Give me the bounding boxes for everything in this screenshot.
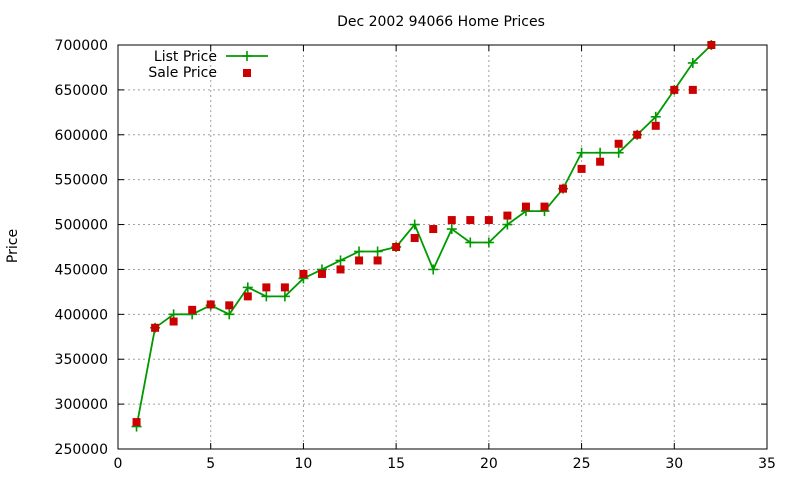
plot-frame: [117, 44, 768, 450]
data-point: [595, 147, 606, 158]
data-point: [428, 264, 439, 275]
data-point: [373, 256, 382, 265]
y-tick-label: 700000: [55, 38, 108, 54]
x-tick-label: 0: [114, 456, 123, 472]
data-point: [429, 225, 438, 234]
x-tick-label: 35: [758, 456, 776, 472]
data-point: [651, 121, 660, 130]
x-tick-label: 30: [665, 456, 683, 472]
data-point: [354, 246, 365, 257]
data-point: [355, 256, 364, 265]
data-point: [687, 57, 698, 68]
series-list-price: [131, 40, 717, 432]
data-point: [483, 237, 494, 248]
data-point: [279, 291, 290, 302]
data-point: [225, 301, 234, 310]
data-point: [242, 282, 253, 293]
data-point: [335, 255, 346, 266]
data-point: [243, 292, 252, 301]
data-point: [151, 323, 160, 332]
data-point: [596, 157, 605, 166]
axis-ticks: 0 5 10 15 20 25 30 35 250000 300000 350000 400000 45…: [55, 38, 776, 472]
data-point: [613, 147, 624, 158]
y-tick-label: 350000: [55, 352, 108, 368]
data-point: [280, 283, 289, 292]
data-point: [392, 243, 401, 251]
data-point: [299, 269, 308, 278]
data-point: [707, 41, 716, 49]
x-tick-label: 5: [206, 456, 215, 472]
data-point: [521, 202, 530, 211]
y-tick-label: 250000: [55, 442, 108, 458]
data-point: [502, 219, 513, 230]
data-point: [447, 216, 456, 225]
data-point: [559, 184, 568, 193]
y-tick-label: 650000: [55, 83, 108, 99]
data-point: [372, 246, 383, 257]
data-point: [670, 85, 679, 94]
chart-title: Dec 2002 94066 Home Prices: [337, 14, 545, 30]
data-point: [576, 147, 587, 158]
data-point: [688, 85, 697, 94]
y-tick-label: 300000: [55, 397, 108, 413]
data-point: [206, 300, 215, 309]
data-point: [465, 237, 476, 248]
data-point: [132, 418, 141, 427]
data-point: [650, 111, 661, 122]
legend-marker: [242, 51, 252, 61]
legend-marker: [243, 69, 251, 77]
grid: [118, 45, 767, 449]
data-point: [409, 219, 420, 230]
data-point: [169, 317, 178, 326]
data-point: [503, 211, 512, 220]
data-point: [224, 309, 235, 320]
data-point: [261, 291, 272, 302]
y-tick-label: 550000: [55, 173, 108, 189]
data-point: [410, 234, 419, 243]
data-point: [540, 202, 549, 211]
series-line: [135, 44, 712, 427]
data-point: [336, 265, 345, 274]
data-point: [188, 305, 197, 314]
data-point: [577, 164, 586, 173]
y-tick-label: 500000: [55, 218, 108, 234]
data-point: [446, 224, 457, 235]
x-tick-label: 25: [573, 456, 591, 472]
series-sale-price: [132, 41, 716, 427]
data-point: [466, 216, 475, 225]
series-layer: [131, 40, 717, 432]
y-tick-label: 600000: [55, 128, 108, 144]
data-point: [262, 283, 271, 292]
data-point: [633, 130, 642, 139]
legend-label: List Price: [154, 49, 217, 65]
data-point: [317, 269, 326, 278]
data-point: [484, 216, 493, 225]
y-tick-label: 400000: [55, 307, 108, 323]
x-tick-label: 10: [295, 456, 313, 472]
data-point: [614, 139, 623, 148]
x-tick-label: 15: [387, 456, 405, 472]
x-tick-label: 20: [480, 456, 498, 472]
legend-label: Sale Price: [148, 65, 217, 81]
y-tick-label: 450000: [55, 262, 108, 278]
y-axis-label: Price: [5, 229, 21, 263]
